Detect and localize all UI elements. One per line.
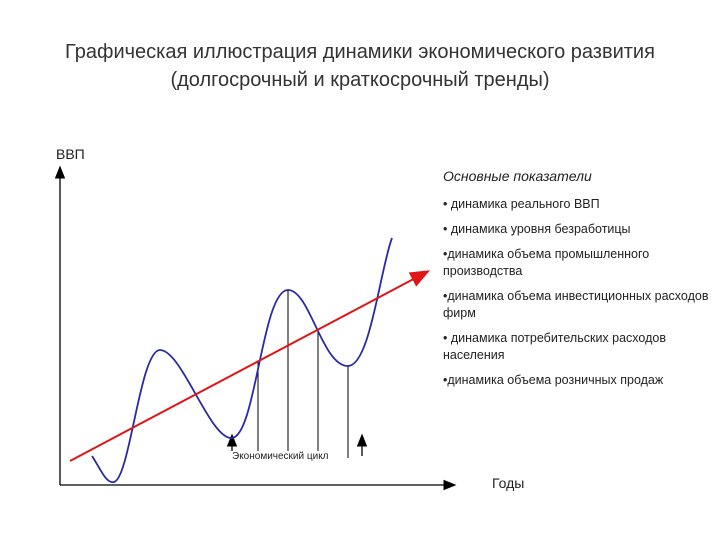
indicator-item: •динамика объема инвестиционных расходов… (443, 289, 709, 320)
y-axis-label: ВВП (56, 146, 85, 162)
indicators-list: • динамика реального ВВП • динамика уров… (443, 196, 719, 389)
cycle-markers (257, 290, 349, 458)
long-term-trend-arrow (69, 270, 431, 462)
indicators-heading: Основные показатели (443, 168, 592, 184)
indicators-panel: Основные показатели • динамика реального… (443, 168, 719, 397)
title-line-1: Графическая иллюстрация динамики экономи… (65, 41, 655, 63)
slide-title: Графическая иллюстрация динамики экономи… (0, 38, 720, 94)
indicator-item: • динамика уровня безработицы (443, 222, 631, 236)
indicator-item: •динамика объема промышленного производс… (443, 247, 650, 278)
short-term-wave (91, 237, 393, 483)
indicator-item: • динамика потребительских расходов насе… (443, 331, 666, 362)
indicator-item: •динамика объема розничных продаж (443, 373, 664, 387)
title-line-2: (долгосрочный и краткосрочный тренды) (170, 69, 550, 91)
economic-cycle-label: Экономический цикл (230, 451, 331, 462)
indicator-item: • динамика реального ВВП (443, 197, 600, 211)
x-axis-label: Годы (492, 475, 525, 491)
